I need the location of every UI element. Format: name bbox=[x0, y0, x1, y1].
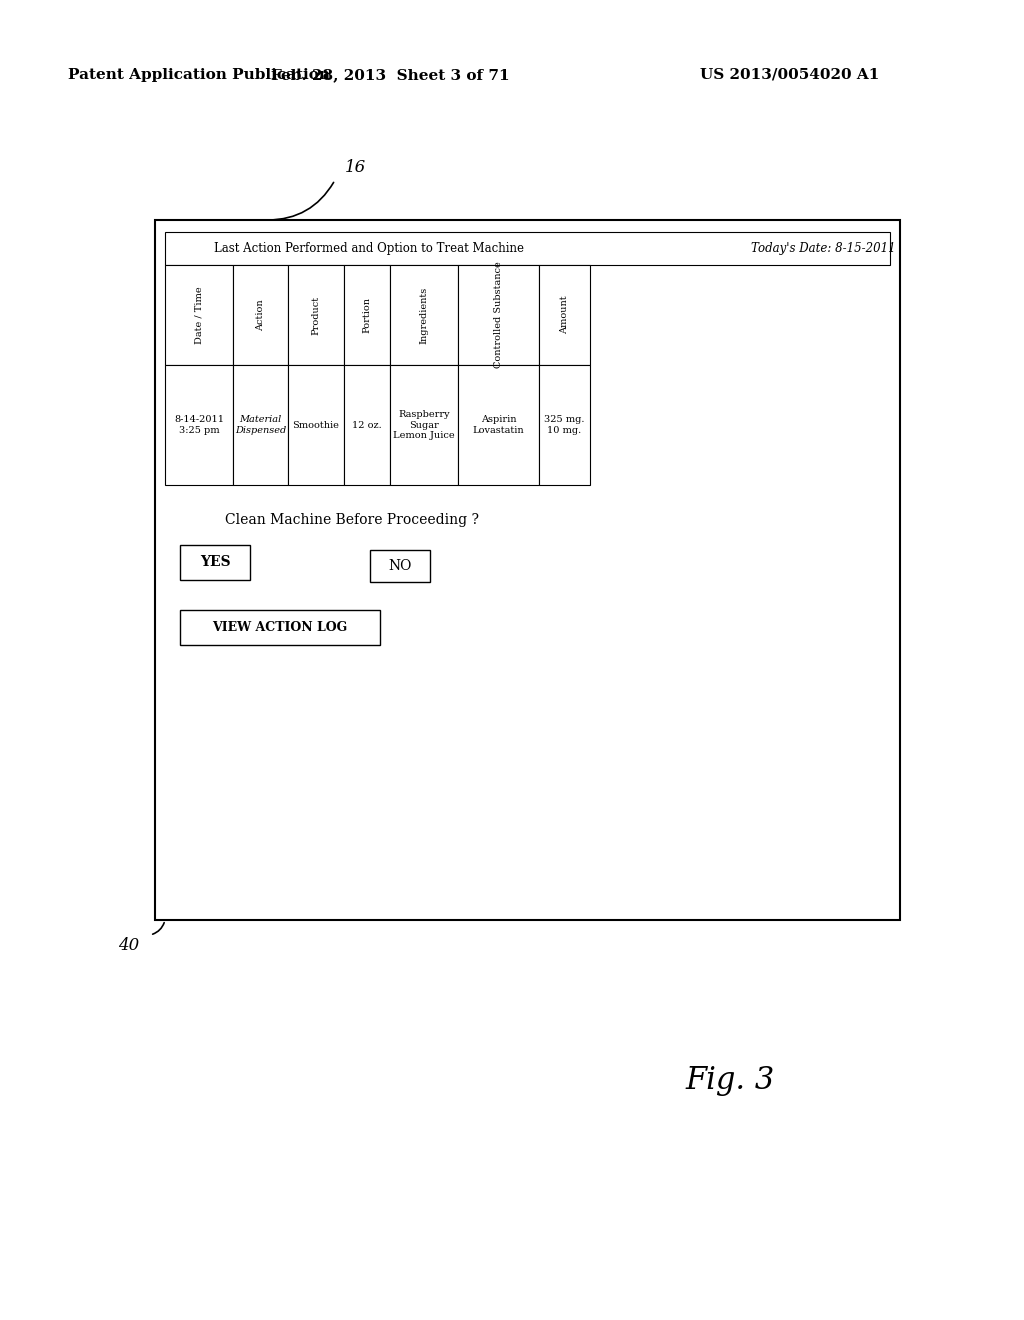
Text: 325 mg.
10 mg.: 325 mg. 10 mg. bbox=[544, 416, 585, 434]
Text: 12 oz.: 12 oz. bbox=[352, 421, 382, 429]
Bar bbox=[390, 366, 459, 484]
Bar bbox=[539, 265, 590, 366]
Text: Smoothie: Smoothie bbox=[293, 421, 339, 429]
Bar bbox=[288, 265, 343, 366]
Bar bbox=[459, 265, 539, 366]
Bar bbox=[165, 265, 233, 366]
Text: 40: 40 bbox=[118, 936, 139, 953]
Bar bbox=[180, 545, 250, 579]
Text: Material
Dispensed: Material Dispensed bbox=[234, 416, 287, 434]
Bar bbox=[343, 366, 390, 484]
Text: Fig. 3: Fig. 3 bbox=[685, 1064, 774, 1096]
Bar bbox=[233, 265, 288, 366]
Bar bbox=[370, 550, 430, 582]
Bar bbox=[165, 232, 890, 265]
Bar bbox=[165, 366, 233, 484]
Bar bbox=[459, 366, 539, 484]
Text: Action: Action bbox=[256, 300, 265, 331]
Text: Last Action Performed and Option to Treat Machine: Last Action Performed and Option to Trea… bbox=[214, 242, 524, 255]
FancyArrowPatch shape bbox=[153, 923, 164, 935]
FancyArrowPatch shape bbox=[267, 182, 334, 220]
Bar bbox=[155, 220, 900, 920]
Bar bbox=[343, 265, 390, 366]
Bar bbox=[180, 610, 380, 645]
Text: NO: NO bbox=[388, 558, 412, 573]
Text: Raspberry
Sugar
Lemon Juice: Raspberry Sugar Lemon Juice bbox=[393, 411, 455, 440]
Text: YES: YES bbox=[200, 556, 230, 569]
Text: US 2013/0054020 A1: US 2013/0054020 A1 bbox=[700, 69, 880, 82]
Text: Controlled Substance: Controlled Substance bbox=[495, 261, 503, 368]
Text: Date / Time: Date / Time bbox=[195, 286, 204, 343]
Text: Clean Machine Before Proceeding ?: Clean Machine Before Proceeding ? bbox=[225, 513, 479, 527]
Text: VIEW ACTION LOG: VIEW ACTION LOG bbox=[212, 620, 347, 634]
Text: Product: Product bbox=[311, 296, 321, 334]
Text: Feb. 28, 2013  Sheet 3 of 71: Feb. 28, 2013 Sheet 3 of 71 bbox=[270, 69, 509, 82]
Text: Amount: Amount bbox=[560, 296, 569, 334]
Bar bbox=[288, 366, 343, 484]
Bar bbox=[539, 366, 590, 484]
Text: Today's Date: 8-15-2011: Today's Date: 8-15-2011 bbox=[751, 242, 895, 255]
Text: 16: 16 bbox=[345, 160, 367, 177]
Text: Ingredients: Ingredients bbox=[420, 286, 429, 343]
Text: 8-14-2011
3:25 pm: 8-14-2011 3:25 pm bbox=[174, 416, 224, 434]
Text: Patent Application Publication: Patent Application Publication bbox=[68, 69, 330, 82]
Bar bbox=[390, 265, 459, 366]
Bar bbox=[233, 366, 288, 484]
Text: Portion: Portion bbox=[362, 297, 372, 333]
Text: Aspirin
Lovastatin: Aspirin Lovastatin bbox=[473, 416, 524, 434]
